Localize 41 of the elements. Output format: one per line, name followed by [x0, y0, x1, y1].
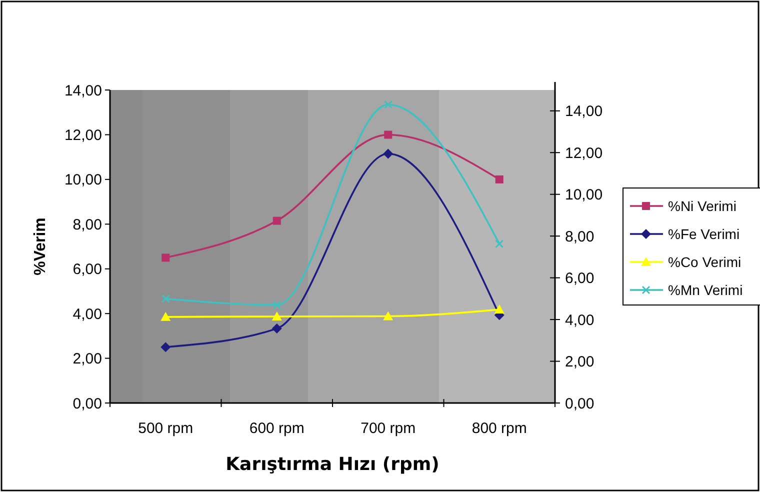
point [272, 324, 282, 334]
point [160, 342, 171, 352]
y-axis-title: %Verim [32, 218, 49, 276]
point [160, 312, 171, 321]
y2-tick-label: 4,00 [565, 312, 594, 329]
x-tick-label: 800 rpm [472, 420, 527, 437]
point [272, 311, 282, 320]
point [495, 175, 504, 184]
y2-tick-label: 6,00 [565, 270, 594, 288]
legend-label: %Co Verimi [668, 254, 742, 270]
point [495, 240, 504, 248]
y2-tick-label: 10,00 [565, 186, 603, 204]
point [272, 300, 282, 310]
y-tick-label: 4,00 [72, 306, 102, 323]
y2-tick-label: 0,00 [565, 395, 594, 412]
point [384, 130, 392, 139]
point [162, 254, 170, 262]
x-tick-label: 500 rpm [138, 420, 194, 437]
point [384, 100, 392, 109]
y-tick-label: 10,00 [64, 172, 102, 189]
y-tick-label: 8,00 [72, 216, 102, 234]
y-tick-label: 14,00 [64, 82, 102, 100]
y2-tick-label: 12,00 [565, 144, 603, 162]
y-tick-label: 6,00 [72, 261, 102, 278]
legend-label: %Ni Verimi [668, 198, 736, 214]
x-tick-label: 600 rpm [249, 420, 304, 437]
y-tick-label: 12,00 [64, 126, 102, 144]
x-axis-title: Karıştırma Hızı (rpm) [226, 454, 440, 475]
y2-tick-label: 8,00 [565, 228, 594, 246]
y2-tick-label: 14,00 [565, 103, 603, 120]
legend-label: %Fe Verimi [668, 226, 740, 242]
point [494, 304, 504, 314]
point [383, 148, 394, 159]
y2-tick-label: 2,00 [565, 354, 594, 371]
y-tick-label: 2,00 [72, 350, 102, 368]
x-tick-label: 700 rpm [360, 420, 416, 437]
y-tick-label: 0,00 [72, 395, 102, 412]
legend-label: %Mn Verimi [668, 282, 743, 298]
point [161, 294, 170, 303]
point [272, 216, 281, 225]
point [383, 311, 394, 320]
